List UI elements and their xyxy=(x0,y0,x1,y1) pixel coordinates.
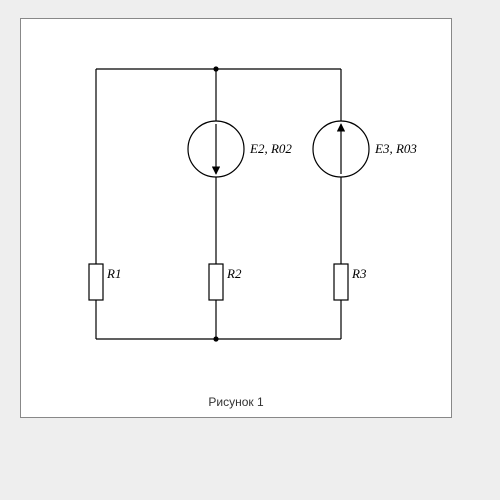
node-top-mid xyxy=(213,66,218,71)
label-e2: E2, R02 xyxy=(249,141,292,156)
label-r1: R1 xyxy=(106,266,121,281)
label-e3: E3, R03 xyxy=(374,141,417,156)
resistor-r3 xyxy=(334,264,348,300)
label-r3: R3 xyxy=(351,266,367,281)
node-bot-mid xyxy=(213,336,218,341)
label-r2: R2 xyxy=(226,266,242,281)
figure-caption: Рисунок 1 xyxy=(21,395,451,409)
resistor-r2 xyxy=(209,264,223,300)
resistor-r1 xyxy=(89,264,103,300)
circuit-diagram: R1 E2, R02 R2 E3, R03 R3 xyxy=(21,19,453,389)
diagram-frame: R1 E2, R02 R2 E3, R03 R3 Рисунок 1 xyxy=(20,18,452,418)
